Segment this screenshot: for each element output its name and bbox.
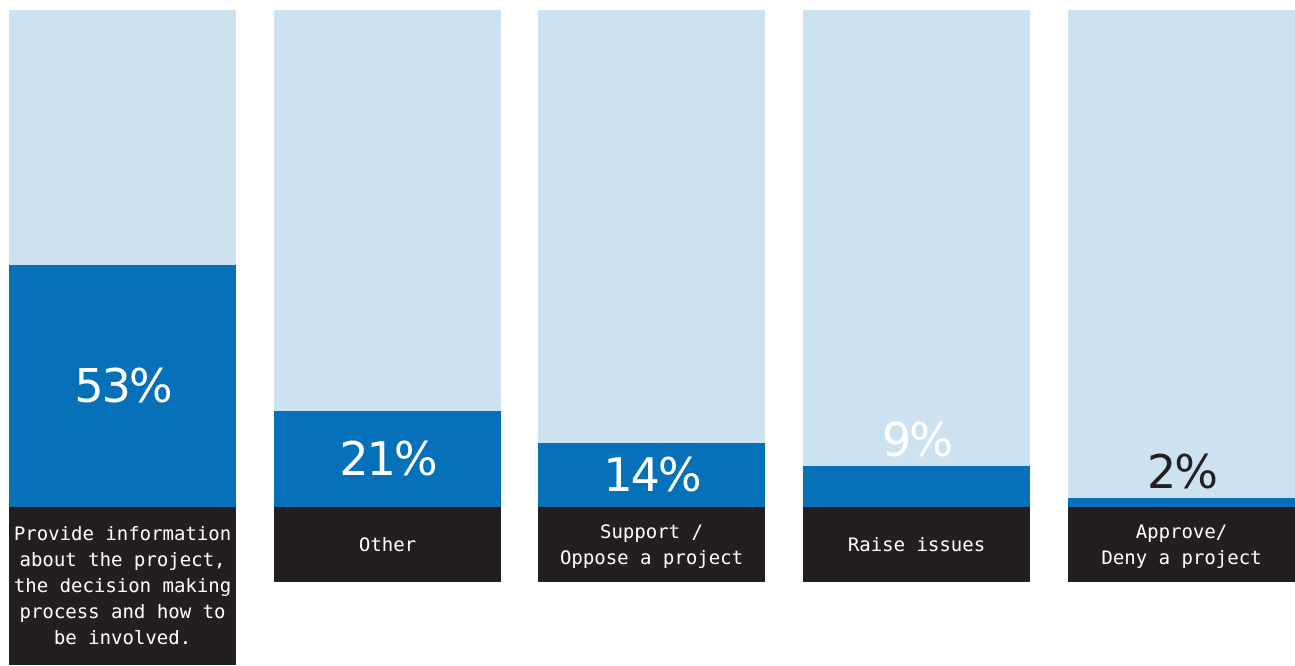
- bar-track: 53%: [9, 10, 236, 507]
- category-label: Provide information about the project, t…: [9, 507, 236, 665]
- bar: [1068, 498, 1295, 507]
- bar: [9, 265, 236, 507]
- bar-value-label: 53%: [74, 359, 172, 413]
- bar: [274, 411, 501, 507]
- bar-value-label: 14%: [603, 448, 701, 502]
- category-label: Approve/ Deny a project: [1068, 507, 1295, 582]
- bar-track: 21%: [274, 10, 501, 507]
- category-label: Support / Oppose a project: [538, 507, 765, 582]
- bar-value-label: 2%: [1147, 445, 1218, 499]
- bar: [803, 466, 1030, 507]
- bar-track: 9%: [803, 10, 1030, 507]
- bar-value-label: 9%: [882, 413, 953, 467]
- category-label: Raise issues: [803, 507, 1030, 582]
- bar-track: 14%: [538, 10, 765, 507]
- bar-value-label: 21%: [339, 432, 437, 486]
- bar-track: 2%: [1068, 10, 1295, 507]
- category-label: Other: [274, 507, 501, 582]
- bar: [538, 443, 765, 507]
